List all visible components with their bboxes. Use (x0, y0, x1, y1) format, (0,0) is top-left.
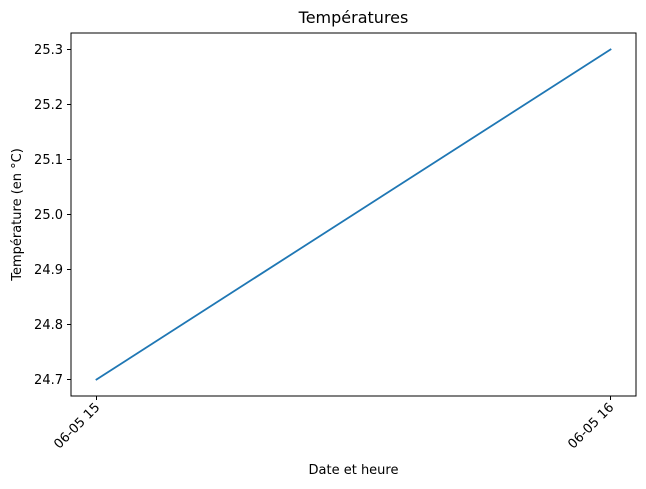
series-line-0 (95, 48, 612, 381)
y-tick-label: 25.2 (34, 98, 63, 113)
x-tick-label: 06-05 15 (51, 400, 103, 452)
series-group (95, 48, 612, 381)
x-tick-label: 06-05 16 (565, 400, 617, 452)
y-tick-label: 25.3 (34, 43, 63, 58)
y-axis-label: Température (en °C) (10, 148, 25, 282)
x-axis-label: Date et heure (309, 463, 399, 478)
y-tick-label: 25.1 (34, 153, 63, 168)
y-tick-label: 24.7 (34, 373, 63, 388)
y-tick-label: 24.8 (34, 318, 63, 333)
y-tick-label: 25.0 (34, 208, 63, 223)
y-axis-ticks: 24.7 24.8 24.9 25.0 25.1 25.2 25.3 (34, 43, 71, 388)
y-tick-label: 24.9 (34, 263, 63, 278)
chart-title: Températures (298, 8, 409, 27)
x-axis-ticks: 06-05 15 06-05 16 (51, 396, 617, 452)
